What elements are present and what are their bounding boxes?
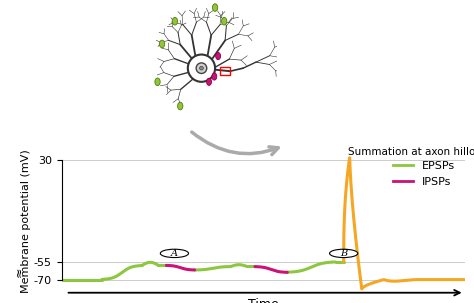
Ellipse shape xyxy=(212,73,217,80)
FancyArrowPatch shape xyxy=(192,132,278,155)
Y-axis label: Membrane potential (mV): Membrane potential (mV) xyxy=(21,149,31,293)
Circle shape xyxy=(196,63,207,74)
Ellipse shape xyxy=(155,78,160,85)
Text: B: B xyxy=(340,249,347,258)
Circle shape xyxy=(160,249,189,258)
Ellipse shape xyxy=(216,52,220,60)
Ellipse shape xyxy=(178,102,183,110)
Text: ≈: ≈ xyxy=(13,266,26,277)
Bar xyxy=(220,68,230,75)
Ellipse shape xyxy=(212,4,218,11)
Ellipse shape xyxy=(221,17,227,25)
Circle shape xyxy=(329,249,358,258)
Legend: EPSPs, IPSPs: EPSPs, IPSPs xyxy=(388,157,459,191)
Text: Time: Time xyxy=(248,298,278,303)
Ellipse shape xyxy=(172,17,178,25)
Ellipse shape xyxy=(159,40,164,48)
Text: Summation at axon hillock: Summation at axon hillock xyxy=(347,147,474,157)
Circle shape xyxy=(188,55,215,82)
Text: A: A xyxy=(171,249,178,258)
Circle shape xyxy=(200,66,203,70)
Ellipse shape xyxy=(207,78,211,85)
